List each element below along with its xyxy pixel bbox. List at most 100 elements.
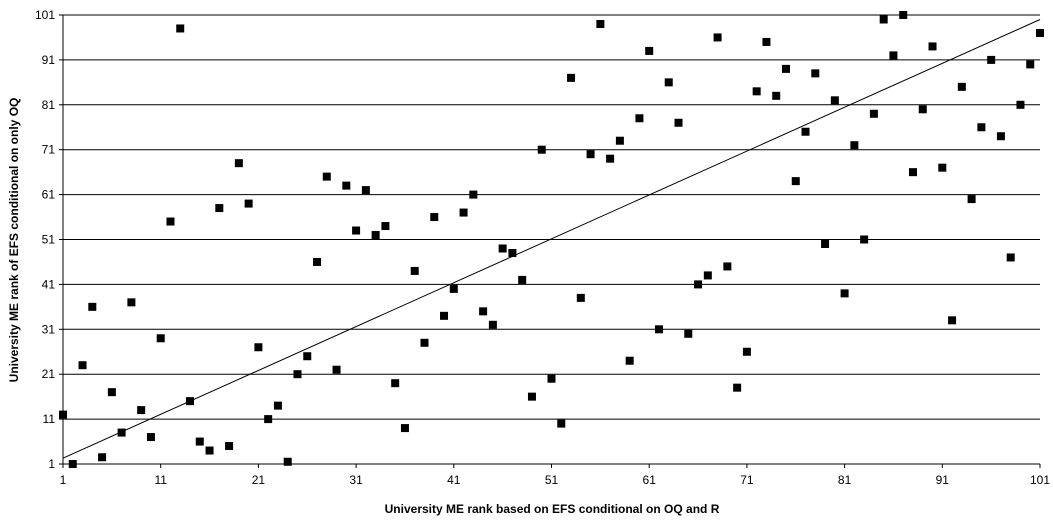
data-point: [996, 132, 1005, 141]
data-point: [68, 460, 77, 468]
data-point: [703, 271, 712, 280]
data-point: [957, 82, 966, 91]
x-tick-label: 71: [740, 473, 754, 487]
data-point: [860, 235, 869, 244]
data-point: [625, 356, 634, 365]
data-point: [381, 222, 390, 231]
data-point: [635, 114, 644, 123]
data-point: [107, 388, 116, 397]
x-tick-label: 51: [545, 473, 559, 487]
data-point: [146, 433, 155, 442]
data-point: [664, 78, 673, 87]
data-point: [264, 415, 273, 424]
x-tick-label: 21: [252, 473, 266, 487]
data-point: [1016, 100, 1025, 109]
data-point: [967, 195, 976, 204]
data-point: [176, 24, 185, 33]
data-point: [59, 410, 67, 419]
data-point: [459, 208, 468, 217]
x-axis-title: University ME rank based on EFS conditio…: [385, 502, 720, 516]
data-point: [654, 325, 663, 334]
data-point: [645, 46, 654, 55]
data-point: [303, 352, 312, 361]
data-point: [225, 442, 234, 451]
data-point: [420, 338, 429, 347]
data-point: [908, 168, 917, 177]
data-point: [391, 379, 400, 388]
data-point: [899, 11, 908, 19]
data-point: [371, 231, 380, 240]
data-point: [713, 33, 722, 42]
data-point: [811, 69, 820, 78]
data-point: [772, 91, 781, 100]
data-point: [948, 316, 957, 325]
data-point: [430, 213, 439, 222]
data-point: [781, 64, 790, 73]
x-tick-label: 91: [936, 473, 950, 487]
data-point: [1026, 60, 1035, 69]
x-tick-label: 11: [154, 473, 167, 487]
data-point: [537, 145, 546, 154]
data-point: [723, 262, 732, 271]
data-point: [791, 177, 800, 186]
data-points: [59, 11, 1044, 468]
x-tick-label: 61: [643, 473, 657, 487]
data-point: [479, 307, 488, 316]
y-tick-label: 1: [48, 457, 55, 471]
y-tick-label: 11: [43, 412, 56, 426]
y-tick-label: 21: [42, 367, 56, 381]
data-point: [352, 226, 361, 235]
data-point: [850, 141, 859, 150]
data-point: [684, 329, 693, 338]
data-point: [733, 383, 742, 392]
data-point: [752, 87, 761, 96]
data-point: [547, 374, 556, 383]
data-point: [127, 298, 136, 307]
y-tick-label: 51: [42, 233, 56, 247]
data-point: [156, 334, 165, 343]
data-point: [449, 284, 458, 293]
data-point: [508, 248, 517, 257]
data-point: [195, 437, 204, 446]
data-point: [215, 204, 224, 213]
data-point: [78, 361, 87, 370]
trend-line: [62, 19, 1041, 459]
data-point: [606, 154, 615, 163]
data-point: [928, 42, 937, 51]
data-point: [283, 457, 292, 466]
data-point: [186, 397, 195, 406]
data-point: [498, 244, 507, 253]
y-tick-label: 91: [42, 53, 56, 67]
data-point: [596, 19, 605, 28]
data-point: [527, 392, 536, 401]
x-tick-label: 31: [349, 473, 363, 487]
data-point: [557, 419, 566, 428]
data-point: [869, 109, 878, 118]
x-tick-label: 41: [447, 473, 461, 487]
data-point: [879, 15, 888, 24]
data-point: [117, 428, 126, 437]
data-point: [830, 96, 839, 105]
data-point: [518, 275, 527, 284]
x-tick-label: 1: [60, 473, 67, 487]
data-point: [840, 289, 849, 298]
data-point: [361, 186, 370, 195]
data-point: [332, 365, 341, 374]
data-point: [1006, 253, 1015, 262]
data-point: [742, 347, 751, 356]
data-point: [615, 136, 624, 145]
data-point: [322, 172, 331, 181]
y-tick-label: 61: [42, 188, 56, 202]
trend-line-group: [62, 19, 1041, 459]
data-point: [342, 181, 351, 190]
y-tick-label: 71: [42, 143, 56, 157]
y-tick-label: 41: [42, 277, 56, 291]
data-point: [234, 159, 243, 168]
data-point: [987, 55, 996, 64]
data-point: [694, 280, 703, 289]
data-point: [918, 105, 927, 114]
x-tick-label: 81: [838, 473, 852, 487]
data-point: [586, 150, 595, 159]
